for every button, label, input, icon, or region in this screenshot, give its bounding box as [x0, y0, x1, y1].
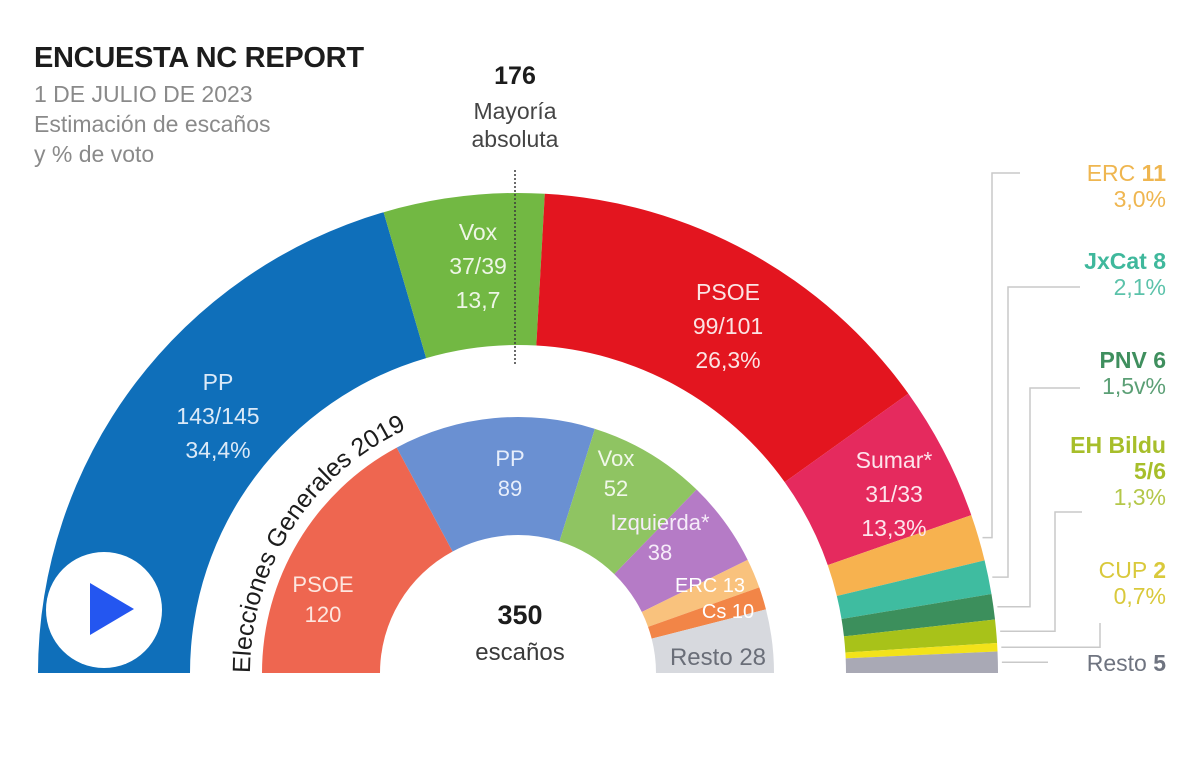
- slice-2019-pp: [396, 417, 595, 552]
- label-2019-psoe-line-0: PSOE: [292, 572, 353, 597]
- legend-ehbildu-vote: 1,3%: [1113, 484, 1166, 510]
- label-2019-cs-line-0: Cs 10: [702, 601, 754, 623]
- majority-label-line2: absoluta: [471, 126, 559, 152]
- label-2023-pp-line-2: 34,4%: [185, 437, 250, 463]
- label-2019-resto-line-0: Resto 28: [670, 644, 766, 671]
- slice-2023-psoe: [536, 193, 909, 483]
- label-2019-erc-line-0: ERC 13: [675, 575, 745, 597]
- leader-line-pnv: [997, 387, 1080, 608]
- legend-jxcat-name: JxCat 8: [1084, 248, 1166, 274]
- legend-cup-name: CUP 2: [1098, 557, 1166, 583]
- slice-2019-erc: [641, 559, 760, 627]
- majority-label-line1: Mayoría: [473, 98, 557, 124]
- majority-seats: 176: [494, 62, 536, 90]
- chart-subtitle-line1: Estimación de escaños: [34, 111, 271, 137]
- label-2023-psoe-line-2: 26,3%: [695, 347, 760, 373]
- label-2023-pp-line-1: 143/145: [176, 403, 259, 429]
- play-button[interactable]: [46, 552, 162, 668]
- label-2023-vox-line-1: 37/39: [449, 253, 507, 279]
- label-2019-izquierda-line-1: 38: [648, 540, 672, 565]
- slice-2023-resto: [845, 651, 998, 673]
- legend-resto: Resto 5: [1087, 650, 1166, 676]
- slice-2023-sumar: [784, 393, 972, 566]
- chart-date: 1 DE JULIO DE 2023: [34, 81, 253, 107]
- slice-2023-vox: [383, 193, 545, 359]
- legend-erc: ERC 11 3,0%: [1087, 160, 1166, 212]
- label-2019-vox-line-0: Vox: [598, 446, 635, 471]
- play-icon: [90, 583, 134, 635]
- label-2023-sumar-line-2: 13,3%: [861, 515, 926, 541]
- label-2023-vox-line-2: 13,7: [456, 287, 501, 313]
- slice-2019-izquierda: [614, 489, 748, 613]
- chart-title: ENCUESTA NC REPORT: [34, 42, 364, 74]
- label-2023-psoe-line-1: 99/101: [693, 313, 763, 339]
- legend-ehbildu: EH Bildu 5/6 1,3%: [1070, 432, 1166, 510]
- slice-2023-pp: [38, 212, 427, 674]
- legend-erc-name: ERC 11: [1086, 160, 1166, 186]
- label-2023-sumar-line-0: Sumar*: [856, 447, 933, 473]
- label-2023-psoe-line-0: PSOE: [696, 279, 760, 305]
- label-2019-pp-line-0: PP: [495, 446, 524, 471]
- legend-cup-vote: 0,7%: [1113, 583, 1166, 609]
- label-2019-pp-line-1: 89: [498, 476, 522, 501]
- slice-2019-vox: [559, 428, 697, 575]
- slice-2019-cs: [648, 587, 766, 639]
- center-unit: escaños: [475, 639, 564, 666]
- legend-pnv-name: PNV 6: [1099, 347, 1166, 373]
- legend-ehbildu-name: EH Bildu: [1070, 432, 1166, 458]
- leader-line-ehbildu: [1000, 511, 1082, 632]
- label-2019-izquierda-line-0: Izquierda*: [610, 510, 710, 535]
- legend-jxcat-vote: 2,1%: [1113, 274, 1166, 300]
- slice-2023-cup: [845, 642, 998, 659]
- center-total: 350: [497, 600, 542, 630]
- slice-2019-resto: [651, 609, 774, 673]
- leader-line-cup: [1001, 623, 1101, 649]
- leader-line-jxcat: [992, 286, 1080, 578]
- chart-subtitle-line2: y % de voto: [34, 141, 155, 167]
- legend-jxcat: JxCat 8 2,1%: [1084, 248, 1166, 300]
- legend-pnv-vote: 1,5v%: [1102, 373, 1166, 399]
- slice-2019-psoe: [262, 447, 453, 673]
- legend-erc-vote: 3,0%: [1113, 186, 1166, 212]
- legend-ehbildu-seats: 5/6: [1134, 458, 1166, 484]
- slice-2023-erc: [827, 515, 985, 597]
- label-2023-pp-line-0: PP: [203, 369, 234, 395]
- legend-cup: CUP 2 0,7%: [1099, 557, 1166, 609]
- label-2019-vox-line-1: 52: [604, 476, 628, 501]
- label-2023-sumar-line-1: 31/33: [865, 481, 923, 507]
- slice-2023-pnv: [841, 593, 996, 637]
- legend-pnv: PNV 6 1,5v%: [1100, 347, 1166, 399]
- slice-2023-jxcat: [836, 560, 992, 620]
- legend-resto-name: Resto 5: [1086, 650, 1166, 676]
- label-2023-vox-line-0: Vox: [459, 219, 498, 245]
- slice-2023-ehbildu: [843, 619, 998, 653]
- label-2019-psoe-line-1: 120: [305, 602, 342, 627]
- leader-line-erc: [982, 172, 1020, 539]
